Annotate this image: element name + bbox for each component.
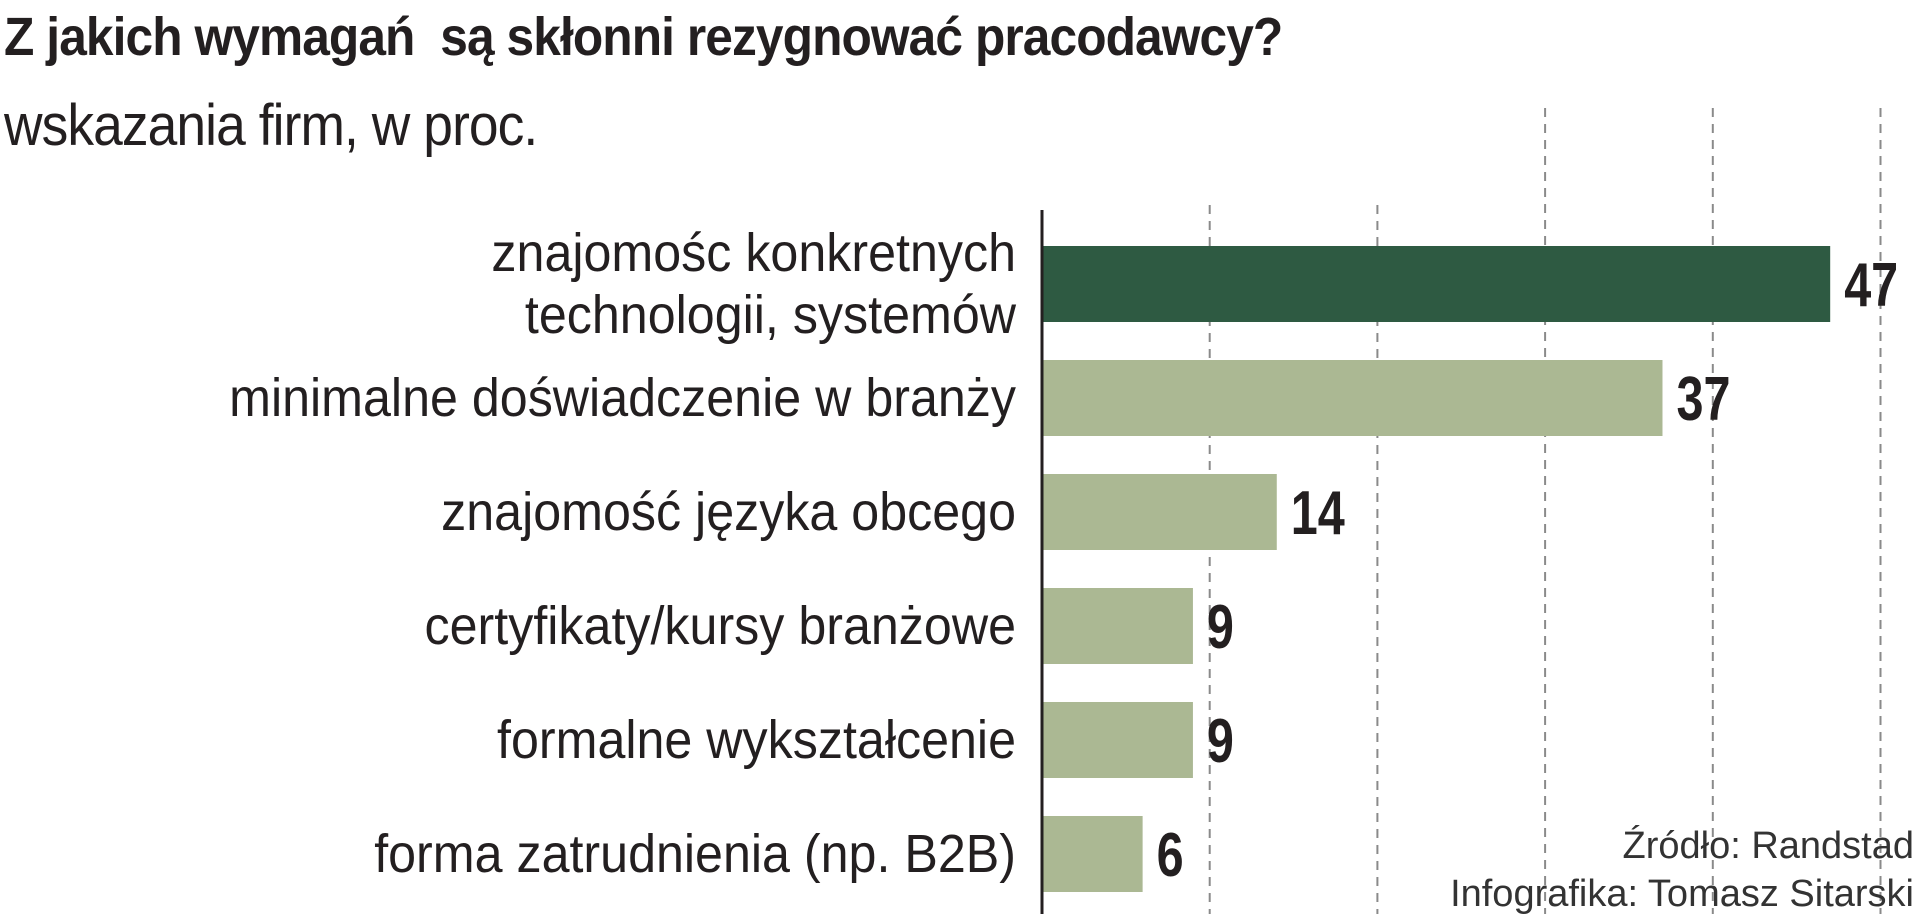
value-label: 37 bbox=[1676, 365, 1730, 434]
bar bbox=[1042, 474, 1277, 550]
infographic-credit: Infografika: Tomasz Sitarski bbox=[1450, 873, 1914, 915]
bar bbox=[1042, 360, 1663, 436]
category-label: formalne wykształcenie bbox=[497, 710, 1016, 770]
value-label: 9 bbox=[1207, 593, 1234, 662]
chart-title: Z jakich wymagań są skłonni rezygnować p… bbox=[4, 7, 1283, 67]
category-label: znajomość języka obcego bbox=[441, 482, 1016, 542]
bar bbox=[1042, 702, 1193, 778]
category-label: forma zatrudnienia (np. B2B) bbox=[374, 824, 1016, 884]
value-label: 6 bbox=[1157, 821, 1184, 890]
bar bbox=[1042, 246, 1831, 322]
value-label: 14 bbox=[1291, 479, 1345, 548]
value-label: 9 bbox=[1207, 707, 1234, 776]
category-label: znajomośc konkretnych bbox=[491, 223, 1016, 283]
category-label: minimalne doświadczenie w branży bbox=[229, 368, 1016, 428]
value-label: 47 bbox=[1844, 251, 1898, 320]
bar bbox=[1042, 588, 1193, 664]
source-label: Źródło: Randstad bbox=[1622, 825, 1915, 867]
bar bbox=[1042, 816, 1143, 892]
source-credits: Źródło: Randstad Infografika: Tomasz Sit… bbox=[1450, 822, 1914, 918]
category-label: technologii, systemów bbox=[525, 285, 1016, 345]
chart-subtitle: wskazania firm, w proc. bbox=[4, 93, 538, 158]
category-label: certyfikaty/kursy branżowe bbox=[425, 596, 1016, 656]
